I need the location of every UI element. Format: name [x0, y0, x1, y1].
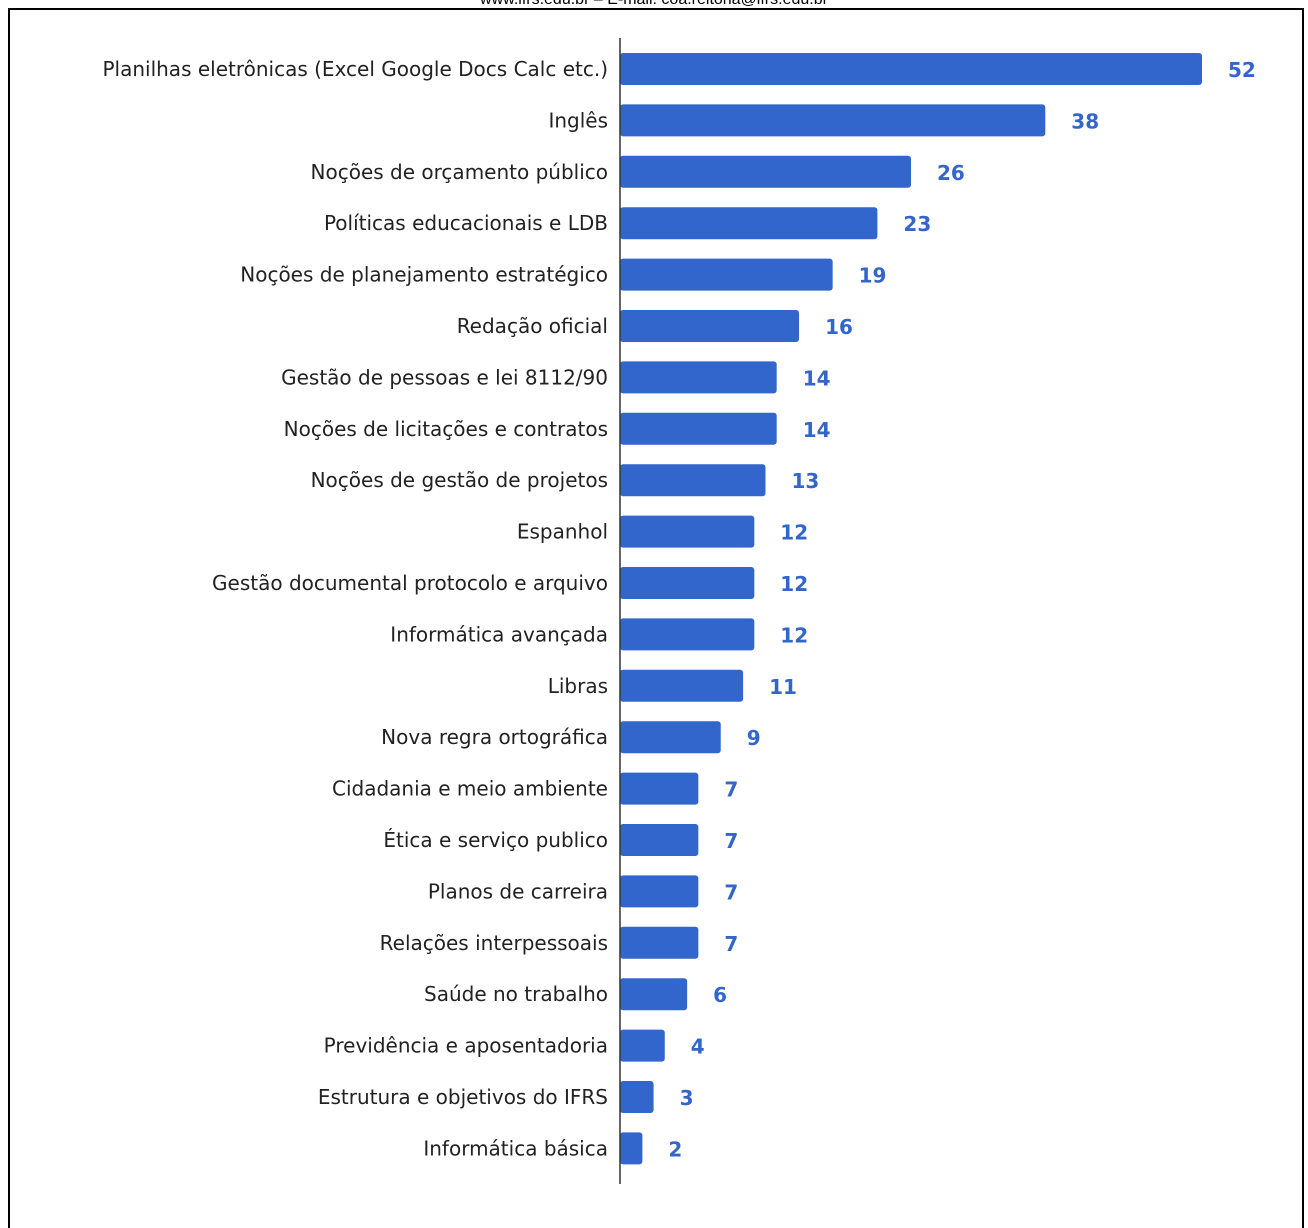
category-label-21: Informática básica — [423, 1136, 608, 1160]
category-label-17: Relações interpessoais — [380, 931, 608, 955]
value-label-21: 2 — [668, 1137, 682, 1161]
value-label-4: 19 — [859, 264, 887, 288]
category-label-4: Noções de planejamento estratégico — [240, 263, 608, 287]
bar-17 — [620, 926, 699, 959]
bar-13 — [620, 721, 721, 754]
category-label-12: Libras — [548, 674, 608, 698]
category-label-5: Redação oficial — [457, 314, 608, 338]
value-label-11: 12 — [780, 623, 808, 647]
value-label-18: 6 — [713, 983, 727, 1007]
category-label-9: Espanhol — [517, 520, 608, 544]
page-header-contact: www.ifrs.edu.br – E-mail: coa.reitoria@i… — [0, 0, 1308, 9]
value-label-0: 52 — [1228, 58, 1256, 82]
bar-12 — [620, 669, 744, 702]
bar-16 — [620, 875, 699, 908]
value-label-6: 14 — [803, 366, 831, 390]
bar-6 — [620, 361, 777, 394]
category-label-2: Noções de orçamento público — [311, 160, 608, 184]
value-label-8: 13 — [792, 469, 820, 493]
value-label-15: 7 — [724, 829, 738, 853]
category-label-13: Nova regra ortográfica — [381, 725, 608, 749]
category-label-15: Ética e serviço publico — [383, 828, 608, 852]
category-label-7: Noções de licitações e contratos — [284, 417, 608, 441]
value-label-7: 14 — [803, 418, 831, 442]
bar-20 — [620, 1081, 654, 1113]
bars-group: Planilhas eletrônicas (Excel Google Docs… — [102, 53, 1256, 1165]
category-label-10: Gestão documental protocolo e arquivo — [212, 571, 608, 595]
bar-9 — [620, 515, 755, 548]
value-label-1: 38 — [1071, 109, 1099, 133]
value-label-20: 3 — [680, 1086, 694, 1110]
category-label-6: Gestão de pessoas e lei 8112/90 — [281, 365, 608, 389]
value-label-10: 12 — [780, 572, 808, 596]
value-label-17: 7 — [724, 932, 738, 956]
bar-2 — [620, 155, 911, 188]
chart-frame — [8, 8, 1304, 1228]
value-label-14: 7 — [724, 778, 738, 802]
category-label-3: Políticas educacionais e LDB — [324, 211, 608, 235]
category-label-1: Inglês — [548, 108, 608, 132]
value-label-3: 23 — [903, 212, 931, 236]
bar-7 — [620, 412, 777, 445]
value-label-5: 16 — [825, 315, 853, 339]
value-label-9: 12 — [780, 521, 808, 545]
bar-1 — [620, 104, 1046, 137]
category-label-0: Planilhas eletrônicas (Excel Google Docs… — [102, 57, 608, 81]
bar-5 — [620, 310, 800, 342]
bar-10 — [620, 567, 755, 599]
value-label-12: 11 — [769, 675, 797, 699]
value-label-19: 4 — [691, 1035, 705, 1059]
bar-18 — [620, 978, 688, 1011]
bar-15 — [620, 824, 699, 856]
bar-19 — [620, 1029, 665, 1062]
bar-0 — [620, 53, 1202, 85]
category-label-11: Informática avançada — [390, 622, 608, 646]
bar-3 — [620, 207, 878, 240]
value-label-16: 7 — [724, 880, 738, 904]
value-label-2: 26 — [937, 161, 965, 185]
bar-4 — [620, 258, 833, 291]
category-label-18: Saúde no trabalho — [424, 982, 608, 1006]
value-label-13: 9 — [747, 726, 761, 750]
bar-8 — [620, 464, 766, 497]
bar-14 — [620, 772, 699, 805]
category-label-20: Estrutura e objetivos do IFRS — [318, 1085, 608, 1109]
category-label-14: Cidadania e meio ambiente — [332, 777, 608, 801]
bar-21 — [620, 1132, 643, 1165]
category-label-19: Previdência e aposentadoria — [324, 1034, 608, 1058]
bar-11 — [620, 618, 755, 651]
category-label-8: Noções de gestão de projetos — [311, 468, 608, 492]
category-label-16: Planos de carreira — [428, 879, 608, 903]
